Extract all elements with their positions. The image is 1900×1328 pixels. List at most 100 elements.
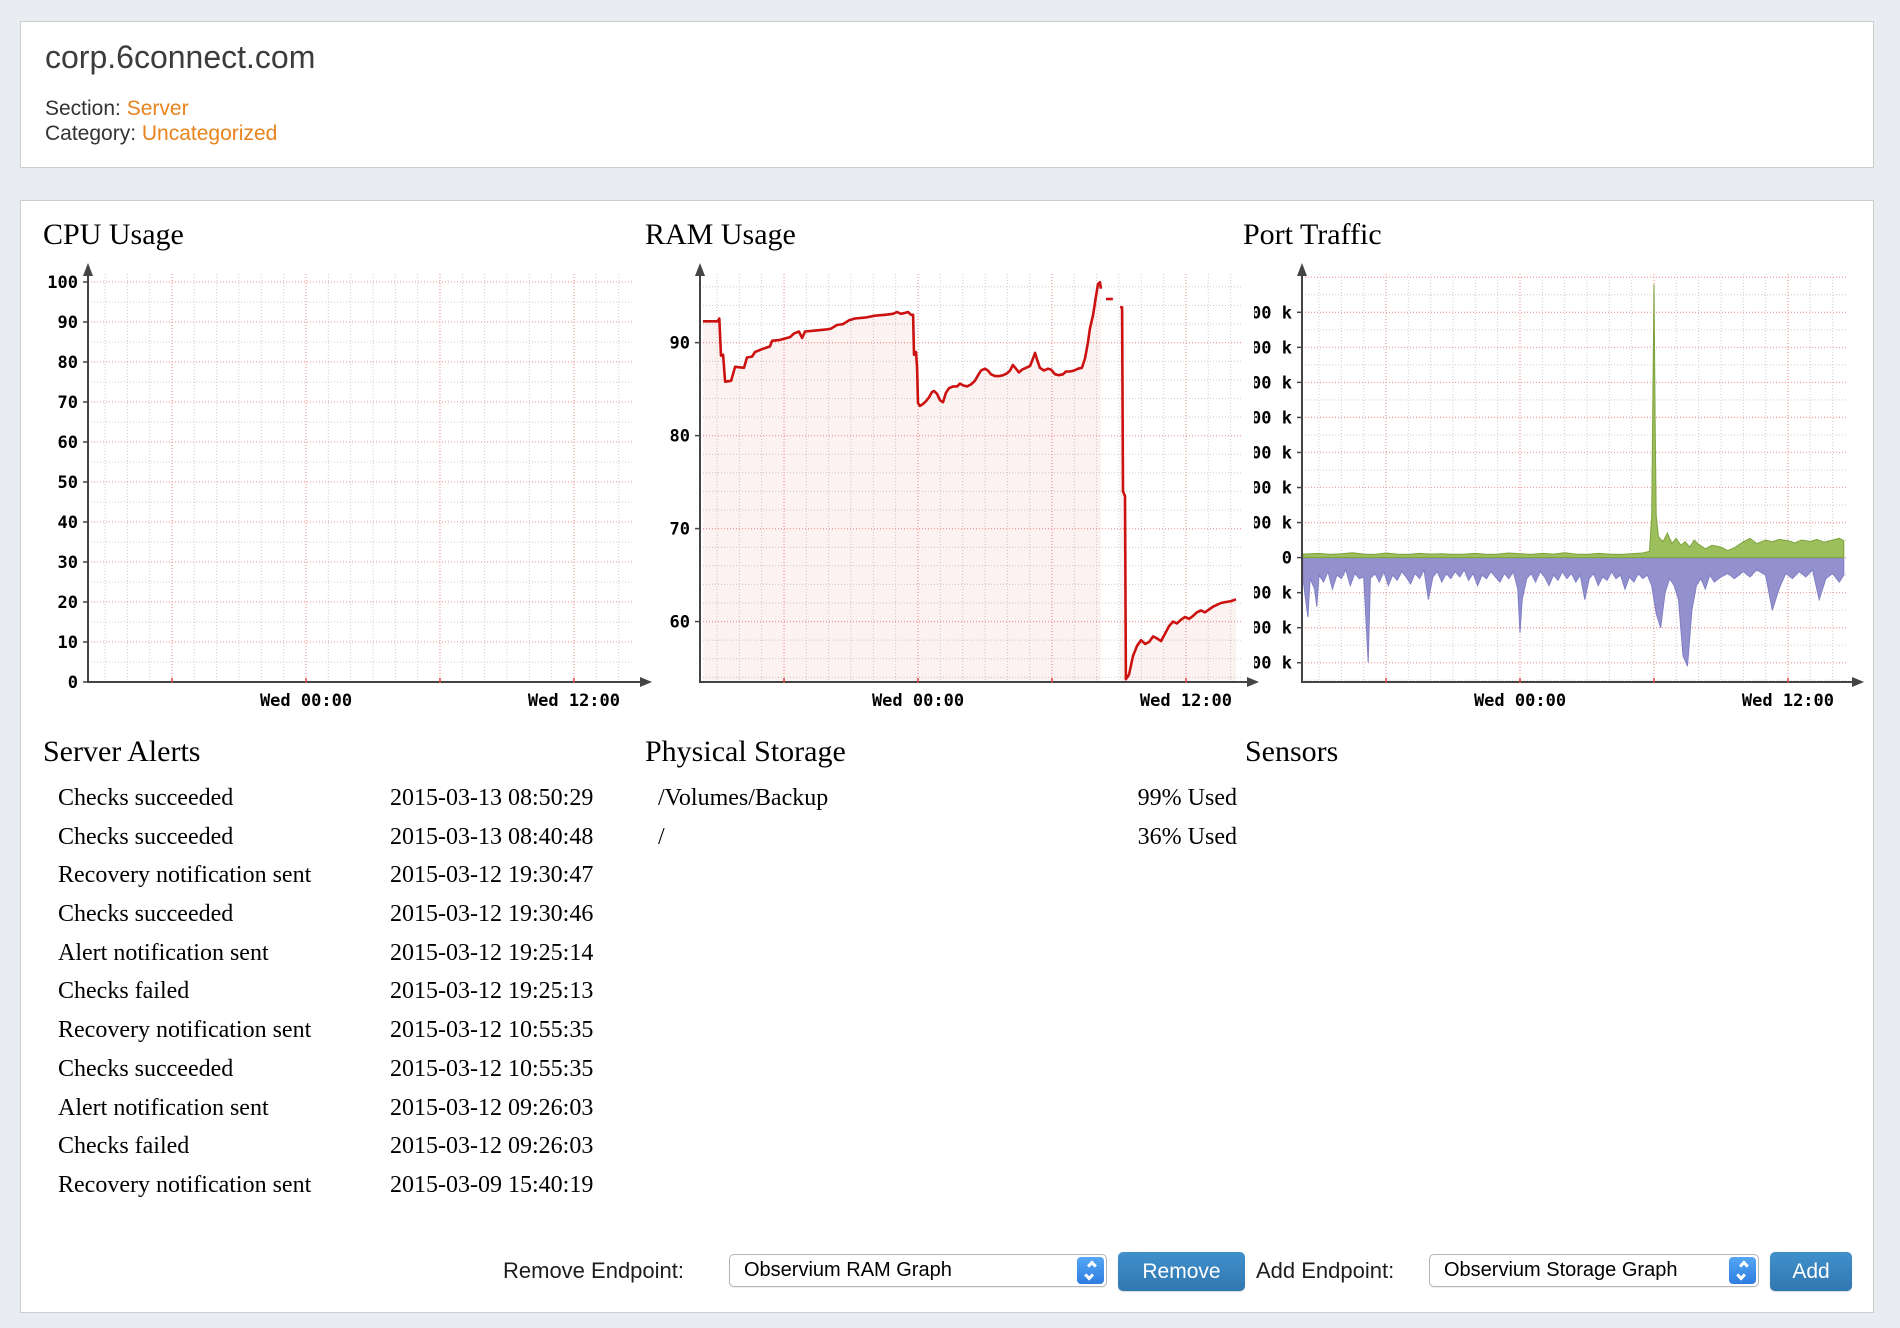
alert-row: Checks failed 2015-03-12 19:25:13 <box>58 972 618 1011</box>
svg-text:200 k: 200 k <box>1254 619 1292 639</box>
storage-row: / 36% Used <box>658 818 1237 857</box>
svg-text:90: 90 <box>670 334 690 354</box>
ram-usage-title: RAM Usage <box>645 218 796 251</box>
add-button[interactable]: Add <box>1770 1252 1852 1291</box>
section-link[interactable]: Server <box>126 97 189 120</box>
svg-text:Wed 00:00: Wed 00:00 <box>1474 691 1566 711</box>
alert-row: Checks failed 2015-03-12 09:26:03 <box>58 1127 618 1166</box>
storage-path: / <box>658 823 665 850</box>
alert-label: Checks failed <box>58 978 190 1005</box>
alert-label: Checks succeeded <box>58 823 234 850</box>
alert-timestamp: 2015-03-13 08:40:48 <box>390 823 594 850</box>
svg-text:10: 10 <box>58 633 78 653</box>
alert-label: Checks succeeded <box>58 1055 234 1082</box>
alert-timestamp: 2015-03-13 08:50:29 <box>390 785 594 811</box>
storage-used-percent: 36% Used <box>1137 823 1237 850</box>
storage-path: /Volumes/Backup <box>658 785 829 811</box>
svg-text:Wed 12:00: Wed 12:00 <box>1742 691 1834 711</box>
alert-timestamp: 2015-03-09 15:40:19 <box>390 1171 594 1198</box>
svg-text:70: 70 <box>670 520 690 540</box>
cpu-usage-title: CPU Usage <box>43 218 184 251</box>
alert-row: Recovery notification sent 2015-03-12 19… <box>58 856 618 895</box>
svg-text:Wed 00:00: Wed 00:00 <box>260 691 352 711</box>
port-traffic-title: Port Traffic <box>1243 218 1382 251</box>
alert-row: Alert notification sent 2015-03-12 19:25… <box>58 934 618 973</box>
sensors-title: Sensors <box>1245 735 1339 768</box>
alert-label: Recovery notification sent <box>58 1171 312 1198</box>
alert-row: Recovery notification sent 2015-03-09 15… <box>58 1166 618 1205</box>
alert-row: Checks succeeded 2015-03-12 10:55:35 <box>58 1050 618 1089</box>
svg-text:100 k: 100 k <box>1254 514 1292 534</box>
storage-used-percent: 99% Used <box>1137 785 1237 811</box>
add-endpoint-select[interactable]: Observium Storage Graph <box>1429 1254 1759 1287</box>
svg-text:100: 100 <box>47 273 78 293</box>
alert-timestamp: 2015-03-12 09:26:03 <box>390 1133 594 1160</box>
svg-text:400 k: 400 k <box>1254 408 1292 428</box>
page-title: corp.6connect.com <box>45 39 316 75</box>
svg-text:80: 80 <box>670 427 690 447</box>
remove-endpoint-select[interactable]: Observium RAM Graph <box>729 1254 1107 1287</box>
header-card: corp.6connect.com Section: Server Catego… <box>20 21 1874 168</box>
svg-text:30: 30 <box>58 553 78 573</box>
server-alerts-title: Server Alerts <box>43 735 201 768</box>
alert-timestamp: 2015-03-12 10:55:35 <box>390 1017 594 1044</box>
section-line: Section: Server <box>45 97 189 121</box>
svg-text:500 k: 500 k <box>1254 373 1292 393</box>
ram-usage-chart: 90 80 70 60 Wed 00:00 Wed 12:00 <box>652 260 1272 730</box>
svg-text:20: 20 <box>58 593 78 613</box>
svg-text:0: 0 <box>68 673 78 693</box>
alert-label: Alert notification sent <box>58 939 269 966</box>
svg-text:90: 90 <box>58 313 78 333</box>
select-stepper-icon <box>1729 1257 1756 1284</box>
select-stepper-icon <box>1077 1257 1104 1284</box>
alert-row: Checks succeeded 2015-03-13 08:40:48 <box>58 818 618 857</box>
alert-label: Checks succeeded <box>58 901 234 928</box>
alert-timestamp: 2015-03-12 09:26:03 <box>390 1094 594 1121</box>
category-link[interactable]: Uncategorized <box>141 122 278 145</box>
svg-text:80: 80 <box>58 353 78 373</box>
remove-endpoint-label: Remove Endpoint: <box>503 1258 684 1283</box>
alert-row: Checks succeeded 2015-03-12 19:30:46 <box>58 895 618 934</box>
svg-text:700 k: 700 k <box>1254 303 1292 323</box>
svg-text:50: 50 <box>58 473 78 493</box>
alert-row: Recovery notification sent 2015-03-12 10… <box>58 1011 618 1050</box>
storage-row: /Volumes/Backup 99% Used <box>658 779 1237 818</box>
svg-text:0: 0 <box>1282 549 1292 569</box>
cpu-usage-chart: 100 90 80 70 60 50 40 30 20 10 0 Wed 00:00 Wed 12:00 <box>40 260 660 730</box>
physical-storage-title: Physical Storage <box>645 735 846 768</box>
physical-storage-list: /Volumes/Backup 99% Used / 36% Used <box>658 779 1237 856</box>
svg-text:70: 70 <box>58 393 78 413</box>
svg-text:40: 40 <box>58 513 78 533</box>
svg-text:600 k: 600 k <box>1254 338 1292 358</box>
svg-text:100 k: 100 k <box>1254 584 1292 604</box>
remove-endpoint-selected-value: Observium RAM Graph <box>744 1259 952 1281</box>
alert-row: Alert notification sent 2015-03-12 09:26… <box>58 1089 618 1128</box>
svg-text:200 k: 200 k <box>1254 479 1292 499</box>
add-endpoint-selected-value: Observium Storage Graph <box>1444 1259 1678 1281</box>
alert-label: Alert notification sent <box>58 1094 269 1121</box>
svg-text:Wed 00:00: Wed 00:00 <box>872 691 964 711</box>
remove-button[interactable]: Remove <box>1118 1252 1245 1291</box>
category-line: Category: Uncategorized <box>45 122 277 146</box>
svg-text:300 k: 300 k <box>1254 654 1292 674</box>
alert-label: Checks failed <box>58 1133 190 1160</box>
svg-text:Wed 12:00: Wed 12:00 <box>1140 691 1232 711</box>
alert-label: Checks succeeded <box>58 785 234 811</box>
alert-row: Checks succeeded 2015-03-13 08:50:29 <box>58 779 618 818</box>
alert-timestamp: 2015-03-12 19:25:14 <box>390 939 594 966</box>
add-endpoint-label: Add Endpoint: <box>1256 1258 1395 1283</box>
port-traffic-chart: 700 k 600 k 500 k 400 k 300 k 200 k 100 k 0 100 … <box>1254 260 1874 730</box>
svg-text:60: 60 <box>670 613 690 633</box>
category-label: Category: <box>45 122 137 145</box>
alert-label: Recovery notification sent <box>58 1017 312 1044</box>
alert-timestamp: 2015-03-12 19:30:47 <box>390 862 594 889</box>
svg-text:60: 60 <box>58 433 78 453</box>
alert-timestamp: 2015-03-12 10:55:35 <box>390 1055 594 1082</box>
server-alerts-list: Checks succeeded 2015-03-13 08:50:29 Che… <box>58 779 618 1205</box>
section-label: Section: <box>45 97 121 120</box>
alert-label: Recovery notification sent <box>58 862 312 889</box>
svg-text:Wed 12:00: Wed 12:00 <box>528 691 620 711</box>
alert-timestamp: 2015-03-12 19:30:46 <box>390 901 594 928</box>
alert-timestamp: 2015-03-12 19:25:13 <box>390 978 594 1005</box>
